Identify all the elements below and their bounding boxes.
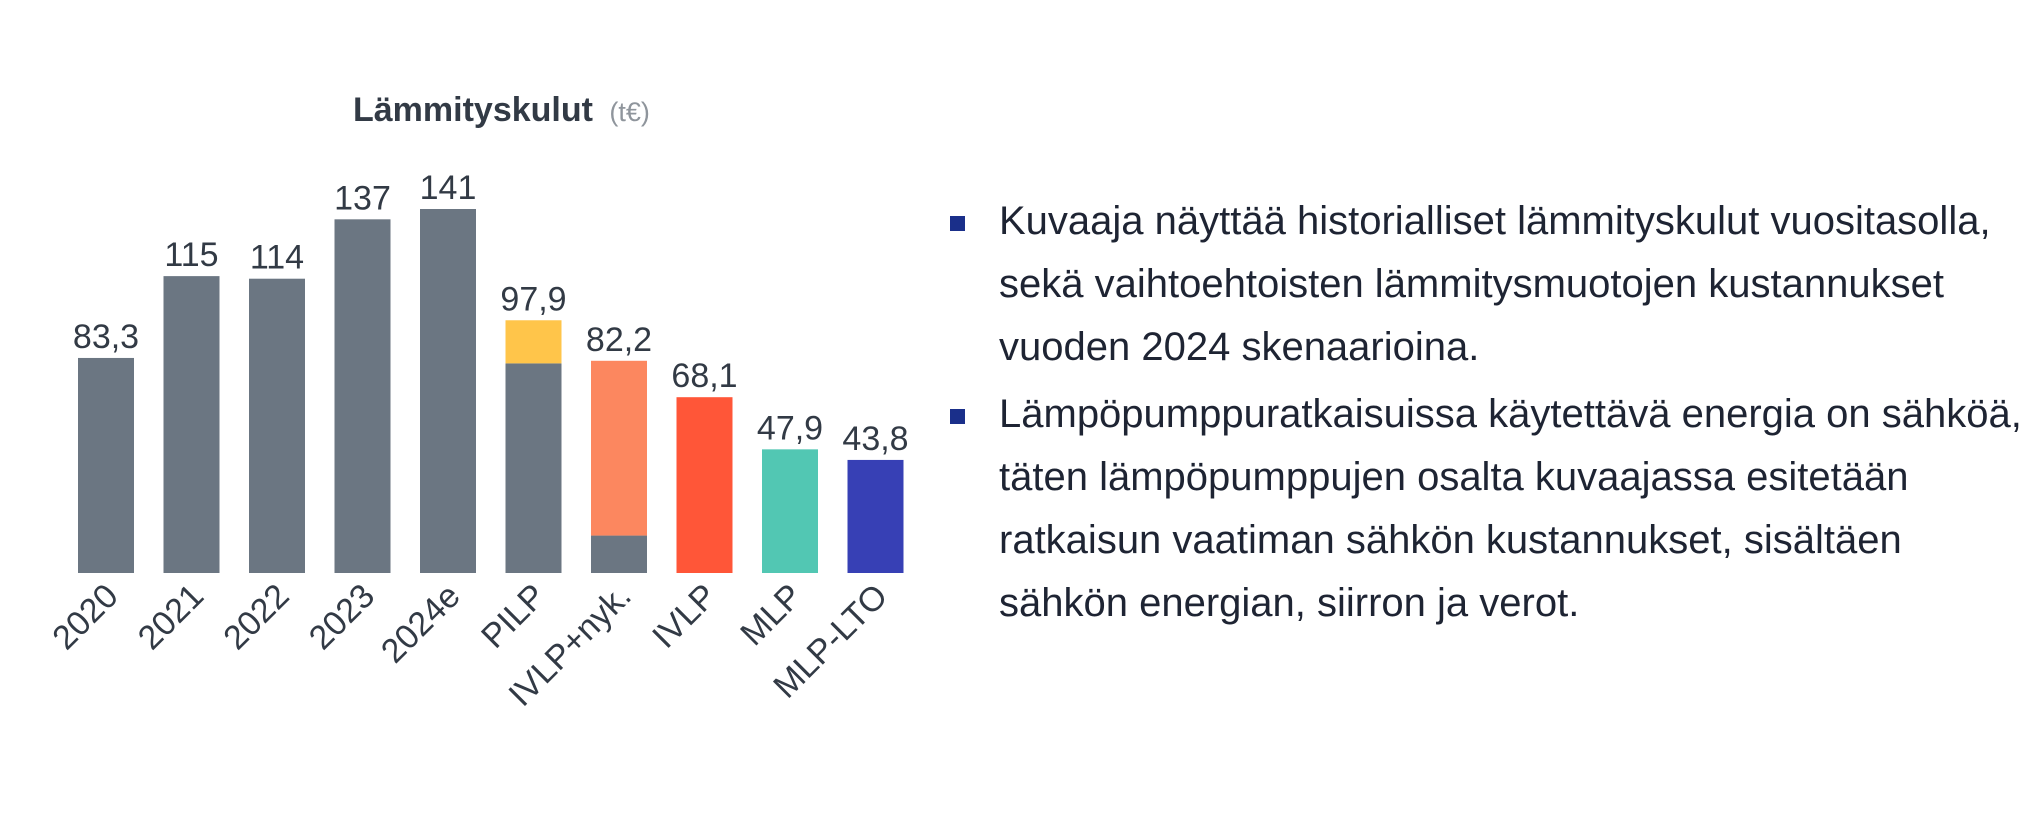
category-label: IVLP (645, 577, 724, 656)
bar-2021 (163, 276, 220, 573)
bar-2022 (249, 278, 305, 573)
value-label: 82,2 (586, 321, 652, 359)
bullet-list: Kuvaaja näyttää historialliset lämmitysk… (950, 190, 2030, 639)
bar-2020 (78, 357, 134, 573)
svg-text:Lämmityskulut (t€): Lämmityskulut (t€) (353, 91, 650, 129)
value-label: 68,1 (671, 357, 737, 395)
bar-PILP-segment-0 (505, 363, 562, 573)
value-label: 141 (420, 169, 477, 207)
chart-unit: (t€) (609, 97, 650, 127)
bar-PILP-segment-1 (505, 320, 562, 364)
value-label: 114 (250, 239, 304, 277)
bullet-text: Kuvaaja näyttää historialliset lämmitysk… (999, 199, 1991, 369)
bullet-marker-icon (950, 409, 965, 424)
value-label: 47,9 (757, 409, 823, 447)
bars-group (78, 209, 904, 574)
category-label: 2020 (45, 577, 125, 657)
value-label: 115 (164, 236, 218, 274)
category-label: 2021 (131, 577, 211, 657)
value-label: 83,3 (73, 318, 139, 356)
bar-IVLP+nyk.-segment-1 (591, 360, 647, 536)
bar-IVLP (676, 397, 733, 573)
value-label: 43,8 (842, 420, 908, 458)
bar-MLP (762, 449, 818, 573)
category-label: PILP (474, 577, 553, 656)
category-label: MLP (733, 577, 809, 653)
category-label: 2024e (374, 577, 468, 671)
bar-IVLP+nyk.-segment-0 (591, 535, 647, 573)
bullet-marker-icon (950, 216, 965, 231)
bar-2024e (420, 209, 476, 573)
value-labels-group: 83,3 115 114 137 141 97,9 82,2 68,1 47,9 43,8 (73, 169, 909, 458)
chart-title: Lämmityskulut (353, 91, 593, 129)
category-label: 2022 (216, 577, 296, 657)
bar-MLP-LTO (847, 459, 904, 573)
category-label: 2023 (302, 577, 382, 657)
bar-2023 (334, 219, 391, 574)
bullet-item: Lämpöpumppuratkaisuissa käytettävä energ… (950, 383, 2030, 635)
bullet-item: Kuvaaja näyttää historialliset lämmitysk… (950, 190, 2030, 379)
value-label: 97,9 (500, 280, 566, 318)
bullet-text: Lämpöpumppuratkaisuissa käytettävä energ… (999, 392, 2022, 625)
value-label: 137 (334, 179, 391, 217)
